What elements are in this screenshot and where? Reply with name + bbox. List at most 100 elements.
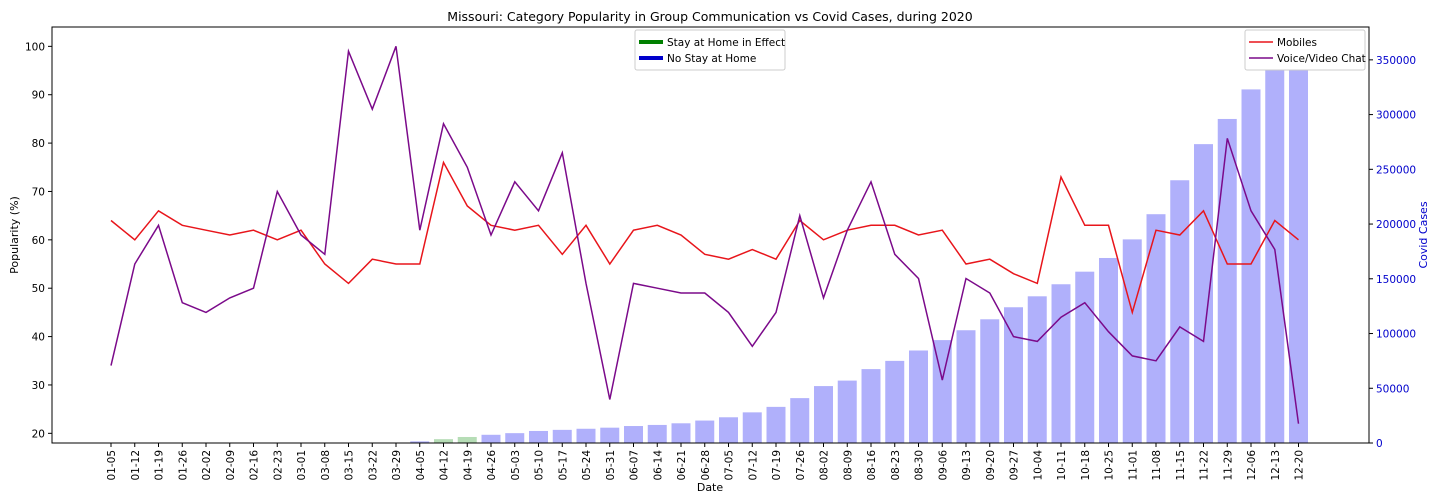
x-tick-label: 11-01 — [1127, 450, 1139, 481]
x-tick-label: 09-27 — [1009, 450, 1021, 481]
covid-bar-07-05 — [719, 417, 738, 443]
x-tick-label: 03-01 — [296, 450, 308, 481]
y2-tick-label: 300000 — [1376, 110, 1416, 122]
x-tick-label: 07-26 — [795, 450, 807, 481]
x-tick-label: 06-07 — [629, 450, 641, 481]
plot-frame — [51, 26, 1370, 444]
x-tick-label: 01-05 — [106, 450, 118, 481]
covid-bar-07-12 — [742, 412, 762, 443]
y2-tick-label: 50000 — [1376, 383, 1409, 395]
covid-bar-11-29 — [1217, 118, 1237, 444]
y2-tick-label: 150000 — [1376, 274, 1416, 286]
x-tick-label: 10-11 — [1056, 450, 1068, 481]
covid-bar-08-23 — [885, 360, 905, 443]
x-tick-label: 06-14 — [652, 450, 664, 481]
series-line-mobiles — [110, 160, 1299, 316]
legend-stay-home: Stay at Home in Effect No Stay at Home — [634, 29, 786, 71]
x-tick-label: 09-20 — [985, 450, 997, 481]
covid-bar-12-06 — [1241, 89, 1261, 444]
y2-tick-label: 100000 — [1376, 329, 1416, 341]
covid-bar-04-26 — [481, 434, 501, 443]
x-tick-label: 01-26 — [177, 450, 189, 481]
covid-bar-08-30 — [909, 350, 928, 443]
covid-bar-11-15 — [1170, 180, 1190, 443]
covid-bar-06-14 — [647, 424, 667, 443]
covid-bar-04-12 — [434, 439, 453, 443]
x-tick-label: 08-02 — [819, 450, 831, 481]
x-tick-label: 04-12 — [439, 450, 451, 481]
covid-bar-10-04 — [1027, 296, 1047, 443]
covid-bar-05-24 — [576, 428, 596, 443]
y-tick-label: 70 — [32, 186, 45, 198]
y-tick-label: 80 — [32, 138, 45, 150]
legend-label: No Stay at Home — [667, 53, 756, 65]
y-tick-label: 100 — [25, 41, 45, 53]
x-tick-label: 04-19 — [462, 450, 474, 481]
x-tick-label: 12-20 — [1294, 450, 1306, 481]
covid-bar-10-18 — [1075, 271, 1095, 443]
x-tick-label: 05-10 — [534, 450, 546, 481]
covid-bar-11-08 — [1146, 214, 1166, 443]
lines-layer — [110, 46, 1300, 424]
x-axis-label: Date — [697, 481, 724, 494]
chart-title: Missouri: Category Popularity in Group C… — [447, 9, 972, 24]
y-tick-label: 90 — [32, 90, 45, 102]
covid-bar-11-22 — [1194, 144, 1213, 443]
y-tick-label: 40 — [32, 332, 45, 344]
y-tick-label: 50 — [32, 283, 45, 295]
y-axis-right: 0 50000 100000 150000 200000 250000 300000 3500… — [1369, 55, 1416, 450]
covid-bar-04-19 — [457, 436, 477, 443]
y-tick-label: 60 — [32, 235, 45, 247]
x-tick-label: 09-13 — [961, 450, 973, 481]
x-tick-label: 03-29 — [391, 450, 403, 481]
covid-bar-08-16 — [861, 369, 881, 443]
x-tick-label: 10-18 — [1080, 450, 1092, 481]
x-tick-label: 07-19 — [771, 450, 783, 481]
x-tick-label: 02-09 — [225, 450, 237, 481]
x-tick-label: 06-21 — [676, 450, 688, 481]
x-tick-label: 11-22 — [1199, 450, 1211, 481]
covid-bar-12-20 — [1289, 42, 1308, 443]
covid-bar-07-26 — [790, 398, 810, 443]
y-tick-label: 20 — [32, 428, 45, 440]
y-axis-label: Popularity (%) — [8, 196, 21, 274]
x-tick-label: 03-15 — [344, 450, 356, 481]
x-tick-label: 09-06 — [937, 450, 949, 481]
x-tick-label: 05-17 — [557, 450, 569, 481]
x-tick-label: 11-15 — [1175, 450, 1187, 481]
x-tick-label: 08-30 — [914, 450, 926, 481]
covid-bar-04-05 — [410, 441, 430, 443]
x-tick-label: 08-09 — [842, 450, 854, 481]
y2-tick-label: 0 — [1376, 438, 1383, 450]
legend-box — [1244, 29, 1366, 71]
covid-bar-05-03 — [505, 433, 525, 443]
x-axis: 01-05 01-12 01-19 01-26 02-02 02-09 02-16 02-23… — [106, 443, 1306, 481]
covid-bar-10-11 — [1051, 284, 1071, 443]
legend-box — [634, 29, 786, 71]
series-line-voice-video-chat — [110, 46, 1300, 424]
covid-bar-05-31 — [600, 427, 620, 443]
covid-bar-09-06 — [932, 340, 952, 443]
covid-bar-10-25 — [1099, 257, 1118, 443]
bars-layer — [362, 42, 1308, 444]
x-tick-label: 10-25 — [1104, 450, 1116, 481]
y2-tick-label: 350000 — [1376, 55, 1416, 67]
covid-bar-06-28 — [695, 420, 715, 443]
x-tick-label: 10-04 — [1032, 450, 1044, 481]
covid-bar-09-27 — [1004, 307, 1023, 443]
y2-tick-label: 200000 — [1376, 219, 1416, 231]
x-tick-label: 05-03 — [510, 450, 522, 481]
covid-bar-09-13 — [956, 330, 976, 443]
x-tick-label: 11-08 — [1151, 450, 1163, 481]
x-tick-label: 12-06 — [1246, 450, 1258, 481]
x-tick-label: 12-13 — [1270, 450, 1282, 481]
y2-axis-label: Covid Cases — [1417, 201, 1430, 268]
x-tick-label: 08-16 — [866, 450, 878, 481]
y-tick-label: 30 — [32, 380, 45, 392]
covid-bar-08-09 — [837, 380, 857, 443]
x-tick-label: 04-26 — [486, 450, 498, 481]
x-tick-label: 05-31 — [605, 450, 617, 481]
covid-bar-11-01 — [1122, 239, 1142, 443]
legend-series: Mobiles Voice/Video Chat — [1244, 29, 1366, 71]
